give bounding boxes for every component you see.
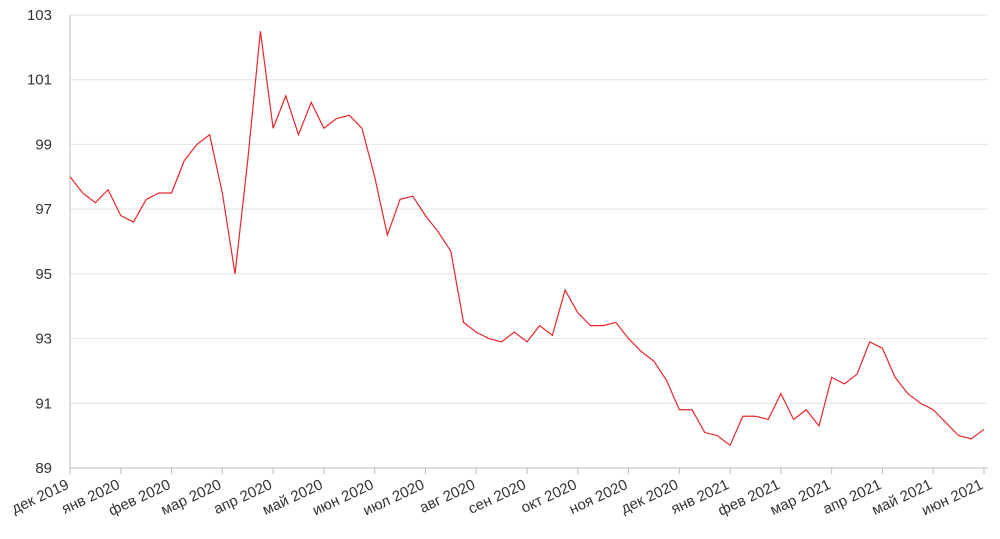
y-tick-label: 101: [27, 72, 52, 89]
y-tick-label: 97: [35, 201, 52, 218]
line-series: [69, 31, 985, 447]
y-tick-label: 89: [35, 460, 52, 477]
y-tick-label: 91: [35, 395, 52, 412]
y-tick-label: 93: [35, 331, 52, 348]
x-tick-label: ноя 2020: [567, 476, 631, 518]
x-tick-label: сен 2020: [466, 476, 529, 517]
y-tick-label: 99: [35, 136, 52, 153]
y-tick-label: 103: [27, 7, 52, 24]
y-tick-label: 95: [35, 266, 52, 283]
